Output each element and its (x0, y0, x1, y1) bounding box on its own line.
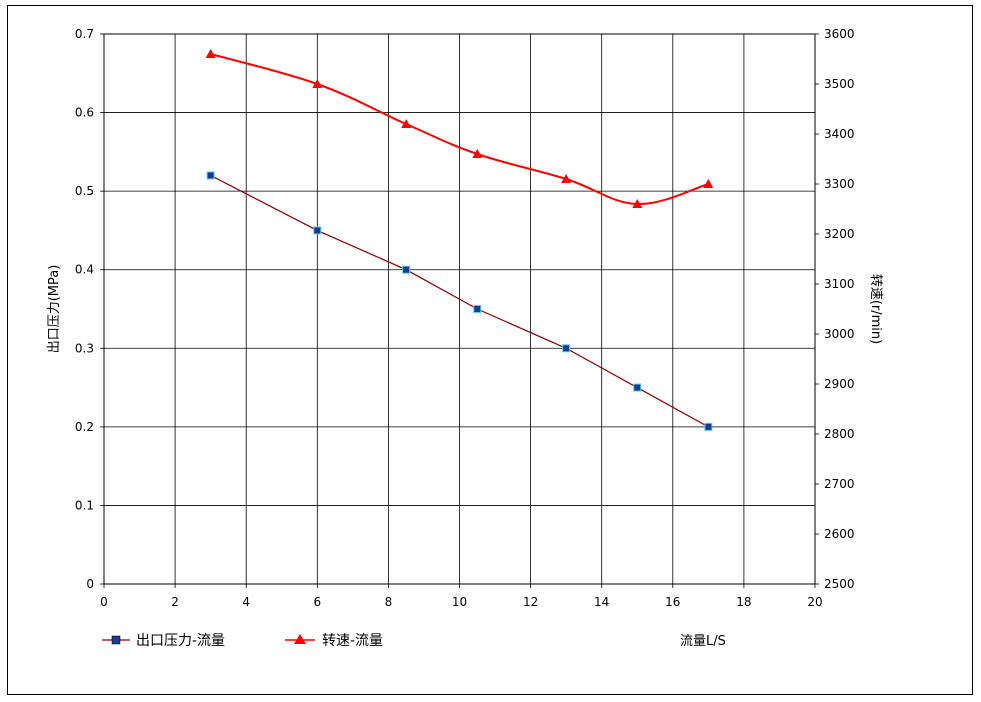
tick-labels: 0 2 4 6 8 10 12 14 16 18 20 0 0.1 0.2 0.3 0.4 0.5 0.6 0.7 2… (75, 27, 855, 609)
y-right-tick-label: 3500 (824, 77, 855, 91)
y-right-tick-label: 2500 (824, 577, 855, 591)
x-axis-title: 流量L/S (680, 634, 726, 649)
x-tick-label: 2 (171, 595, 179, 609)
data-point-pressure (704, 422, 713, 431)
x-tick-label: 18 (736, 595, 751, 609)
legend-marker-speed (294, 634, 306, 644)
data-point-pressure (313, 226, 322, 235)
y-right-tick-label: 3600 (824, 27, 855, 41)
y-right-tick-label: 3000 (824, 327, 855, 341)
x-tick-label: 4 (242, 595, 250, 609)
data-point-speed (561, 174, 572, 183)
y-axis-left-title: 出口压力(MPa) (47, 265, 62, 354)
legend-marker-pressure (111, 635, 121, 645)
data-point-speed (703, 179, 714, 188)
series-speed (205, 49, 714, 208)
chart-frame (7, 5, 973, 695)
x-tick-label: 14 (594, 595, 609, 609)
data-point-pressure (473, 305, 482, 313)
x-tick-label: 12 (523, 595, 538, 609)
series-pressure (206, 171, 713, 431)
legend: 出口压力-流量 转速-流量 (102, 633, 383, 649)
y-left-tick-label: 0.3 (75, 341, 94, 355)
legend-item-speed: 转速-流量 (285, 633, 383, 649)
data-point-pressure (562, 344, 571, 353)
data-point-speed (312, 79, 323, 88)
x-tick-label: 20 (807, 595, 822, 609)
y-left-tick-label: 0.7 (75, 27, 94, 41)
grid (100, 33, 819, 588)
y-right-tick-label: 2800 (824, 427, 855, 441)
y-right-tick-label: 3200 (824, 227, 855, 241)
data-point-speed (472, 149, 483, 158)
data-point-pressure (206, 171, 215, 180)
y-left-tick-label: 0.2 (75, 420, 94, 434)
series-layer (205, 49, 714, 431)
y-left-tick-label: 0.6 (75, 106, 94, 120)
data-point-pressure (633, 383, 642, 392)
y-right-tick-label: 3100 (824, 277, 855, 291)
y-left-tick-label: 0.5 (75, 184, 94, 198)
y-right-tick-label: 3300 (824, 177, 855, 191)
x-tick-label: 10 (452, 595, 467, 609)
legend-label-pressure: 出口压力-流量 (136, 633, 225, 649)
data-point-pressure (402, 265, 411, 274)
data-point-speed (632, 199, 643, 208)
y-right-tick-label: 2700 (824, 477, 855, 491)
y-right-tick-label: 2900 (824, 377, 855, 391)
data-point-speed (205, 49, 216, 58)
x-tick-label: 0 (100, 595, 108, 609)
y-axis-right-title: 转速(r/min) (868, 274, 883, 344)
x-tick-label: 6 (313, 595, 321, 609)
y-right-tick-label: 2600 (824, 527, 855, 541)
x-tick-label: 8 (385, 595, 393, 609)
data-point-speed (401, 119, 412, 128)
y-left-tick-label: 0.1 (75, 498, 94, 512)
y-left-tick-label: 0 (86, 577, 94, 591)
legend-label-speed: 转速-流量 (322, 633, 383, 649)
y-left-tick-label: 0.4 (75, 263, 94, 277)
y-right-tick-label: 3400 (824, 127, 855, 141)
legend-item-pressure: 出口压力-流量 (102, 633, 225, 649)
x-tick-label: 16 (665, 595, 680, 609)
